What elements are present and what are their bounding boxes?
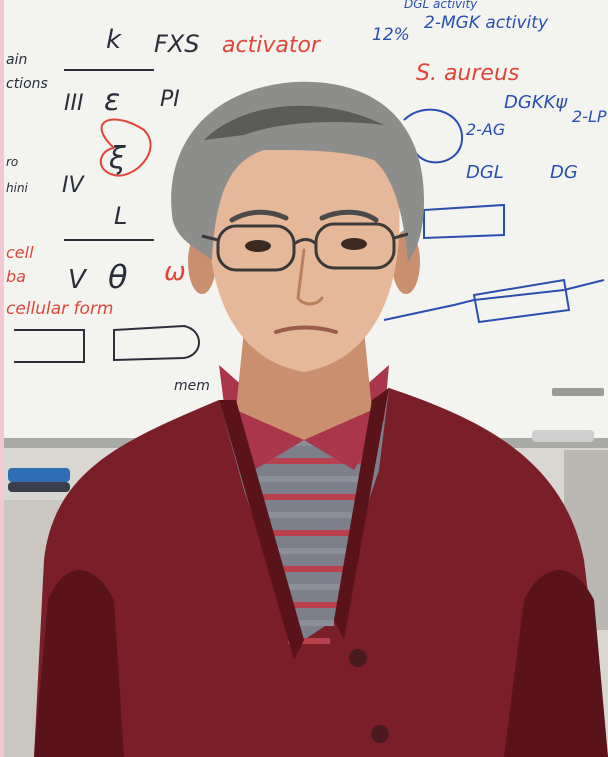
wb-red-4: cellular form xyxy=(6,299,114,319)
plaid-stripe xyxy=(288,638,330,644)
wb-red-3: ba xyxy=(6,267,26,286)
cardigan-button-1 xyxy=(349,649,367,667)
wb-blue-3: 2-AG xyxy=(466,120,505,139)
plaid-stripe xyxy=(264,530,354,536)
wb-dark-9: L xyxy=(114,202,127,230)
plaid-stripe xyxy=(268,548,350,554)
wb-red-0: S. aureus xyxy=(416,61,519,86)
plaid-stripe xyxy=(280,602,338,608)
glasses xyxy=(201,222,409,272)
person xyxy=(34,81,608,757)
marker-blue xyxy=(8,468,70,482)
plaid-stripe xyxy=(252,476,366,482)
glasses-lens-right xyxy=(314,222,396,270)
wb-blue-2: DGKKψ xyxy=(504,92,568,113)
diagram-box xyxy=(423,203,505,240)
wb-dark-6: PI xyxy=(160,87,180,112)
eye-left xyxy=(245,240,271,252)
diagram-box-2 xyxy=(472,278,571,324)
wb-red-1: activator xyxy=(222,33,322,58)
wb-dark-4: III xyxy=(64,91,83,116)
whiteboard-writing: S. aureus activator cell ba cellular for… xyxy=(6,0,607,394)
wb-blue-0: 12% xyxy=(372,25,410,45)
cardigan-left-arm xyxy=(34,570,124,757)
wb-blue-7: DGL activity xyxy=(404,0,478,11)
wb-blue-1: 2-MGK activity xyxy=(424,13,549,33)
cardigan-button-2 xyxy=(371,725,389,743)
wb-dark-2: ain xyxy=(6,52,27,68)
diagram-box-left xyxy=(14,329,85,363)
wb-red-2: cell xyxy=(6,243,34,262)
glasses-temple-left xyxy=(201,234,219,242)
wb-blue-5: DGL xyxy=(466,162,504,183)
whiteboard-drawings xyxy=(14,69,605,363)
wb-dark-13: hini xyxy=(6,181,29,195)
cardigan-lapel-left xyxy=(219,400,304,660)
diagram-loop xyxy=(403,108,464,164)
plaid-stripe xyxy=(284,620,334,626)
portrait-illustration: S. aureus activator cell ba cellular for… xyxy=(4,0,608,757)
wb-dark-10: V xyxy=(68,265,88,295)
eyebrow-left xyxy=(229,209,289,223)
plaid-stripe xyxy=(276,584,342,590)
wb-dark-0: k xyxy=(106,25,122,55)
wb-dark-11: θ xyxy=(108,258,128,296)
wb-dark-3: ctions xyxy=(6,76,48,92)
marker-dark xyxy=(8,482,70,492)
plaid-stripe xyxy=(248,458,370,464)
wb-blue-6: DG xyxy=(550,162,578,183)
mouth xyxy=(274,325,338,334)
nose xyxy=(296,248,324,306)
wb-dark-14: ro xyxy=(6,155,18,169)
wb-red-5: ω xyxy=(164,257,186,287)
pink-edge-strip xyxy=(0,0,4,757)
hair-highlight xyxy=(204,105,384,140)
cardigan-lapel-right xyxy=(334,388,389,640)
marker-white xyxy=(532,430,594,442)
plaid-stripe xyxy=(256,494,362,500)
wb-dark-1: FXS xyxy=(154,30,199,58)
wb-dark-5: ε xyxy=(104,83,120,118)
glasses-temple-right xyxy=(393,232,409,240)
wb-dark-12: mem xyxy=(174,378,210,394)
cardigan-right-arm xyxy=(504,570,608,757)
glasses-lens-left xyxy=(216,224,296,272)
plaid-stripe xyxy=(272,566,346,572)
glasses-bridge xyxy=(293,238,318,246)
portrait-photo: S. aureus activator cell ba cellular for… xyxy=(4,0,608,757)
eyebrow-right xyxy=(319,209,379,223)
plaid-stripe xyxy=(260,512,358,518)
wb-dark-8: IV xyxy=(62,173,85,198)
wb-dark-7: ξ xyxy=(108,141,126,176)
wb-blue-4: 2-LP xyxy=(572,107,607,126)
whiteboard-eraser xyxy=(552,388,604,396)
diagram-capsule xyxy=(113,324,200,362)
diagram-red-circle xyxy=(99,118,152,177)
eye-right xyxy=(341,238,367,250)
